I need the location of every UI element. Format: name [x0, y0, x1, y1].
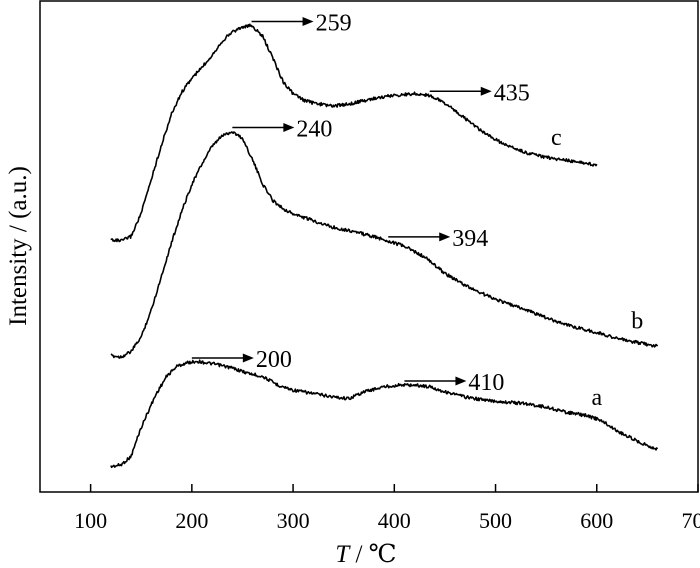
curve-label-a: a: [591, 385, 602, 411]
peak-arrow-head: [242, 353, 254, 363]
curve-b: [110, 131, 659, 359]
x-axis-title: T / ℃: [335, 541, 396, 568]
curve-a: [110, 359, 659, 469]
x-tick-label: 500: [479, 508, 512, 533]
x-tick-label: 700: [682, 508, 700, 533]
peak-arrow-head: [283, 123, 295, 133]
peak-annotations: a 200 410 b 240 394 c 259 435: [191, 11, 643, 411]
peak-arrow-head: [302, 17, 314, 27]
x-tick-label: 600: [580, 508, 613, 533]
peak-label: 410: [468, 370, 504, 396]
curve-label-b: b: [631, 309, 643, 335]
peak-arrow-head: [439, 232, 451, 242]
x-tick-label: 100: [74, 508, 107, 533]
y-axis-title: Intensity / (a.u.): [5, 166, 32, 326]
x-tick-label: 400: [378, 508, 411, 533]
peak-label: 200: [256, 347, 292, 373]
curves: [110, 23, 659, 469]
curve-label-c: c: [551, 125, 562, 151]
peak-label: 435: [494, 80, 530, 106]
x-tick-label: 200: [175, 508, 208, 533]
peak-label: 240: [296, 117, 332, 143]
x-axis-ticks: 100 200 300 400 500 600 700: [74, 484, 700, 533]
peak-arrow-head: [480, 86, 492, 96]
peak-label: 259: [316, 11, 352, 37]
peak-arrow-head: [455, 376, 467, 386]
peak-label: 394: [452, 226, 488, 252]
curve-c: [110, 23, 598, 243]
plot-frame: [39, 0, 699, 493]
x-tick-label: 300: [277, 508, 310, 533]
